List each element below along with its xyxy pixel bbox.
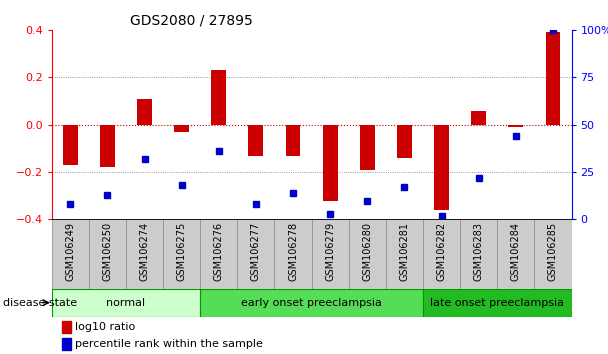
Text: GDS2080 / 27895: GDS2080 / 27895 — [130, 13, 252, 28]
FancyBboxPatch shape — [460, 219, 497, 289]
FancyBboxPatch shape — [89, 219, 126, 289]
Text: GSM106249: GSM106249 — [65, 222, 75, 281]
FancyBboxPatch shape — [423, 219, 460, 289]
Bar — [434, 125, 449, 210]
FancyBboxPatch shape — [126, 219, 163, 289]
FancyBboxPatch shape — [237, 219, 274, 289]
FancyBboxPatch shape — [52, 289, 200, 317]
FancyBboxPatch shape — [386, 219, 423, 289]
Text: GSM106280: GSM106280 — [362, 222, 372, 281]
Bar — [62, 321, 71, 333]
FancyBboxPatch shape — [200, 289, 423, 317]
Text: GSM106282: GSM106282 — [437, 222, 446, 281]
FancyBboxPatch shape — [423, 289, 572, 317]
Text: GSM106281: GSM106281 — [399, 222, 409, 281]
Bar — [471, 110, 486, 125]
Bar — [323, 125, 337, 200]
FancyBboxPatch shape — [534, 219, 572, 289]
Text: GSM106283: GSM106283 — [474, 222, 484, 281]
FancyBboxPatch shape — [497, 219, 534, 289]
FancyBboxPatch shape — [163, 219, 200, 289]
Bar — [174, 125, 189, 132]
Bar — [397, 125, 412, 158]
Bar — [100, 125, 115, 167]
Text: disease state: disease state — [3, 298, 77, 308]
Text: GSM106250: GSM106250 — [102, 222, 112, 281]
Bar — [286, 125, 300, 155]
Text: GSM106284: GSM106284 — [511, 222, 521, 281]
Text: late onset preeclampsia: late onset preeclampsia — [430, 298, 564, 308]
FancyBboxPatch shape — [311, 219, 349, 289]
Text: GSM106278: GSM106278 — [288, 222, 298, 281]
FancyBboxPatch shape — [52, 219, 89, 289]
Bar — [62, 338, 71, 349]
Text: GSM106276: GSM106276 — [214, 222, 224, 281]
Bar — [360, 125, 375, 170]
Bar — [137, 99, 152, 125]
Bar — [63, 125, 78, 165]
Text: percentile rank within the sample: percentile rank within the sample — [75, 339, 263, 349]
FancyBboxPatch shape — [200, 219, 237, 289]
Bar — [508, 125, 523, 127]
FancyBboxPatch shape — [349, 219, 386, 289]
Text: GSM106279: GSM106279 — [325, 222, 335, 281]
Bar — [545, 33, 561, 125]
Text: early onset preeclampsia: early onset preeclampsia — [241, 298, 382, 308]
Text: log10 ratio: log10 ratio — [75, 322, 136, 332]
FancyBboxPatch shape — [274, 219, 311, 289]
Text: GSM106275: GSM106275 — [177, 222, 187, 281]
Bar — [212, 70, 226, 125]
Text: GSM106274: GSM106274 — [139, 222, 150, 281]
Text: normal: normal — [106, 298, 145, 308]
Text: GSM106277: GSM106277 — [251, 222, 261, 281]
Bar — [249, 125, 263, 155]
Text: GSM106285: GSM106285 — [548, 222, 558, 281]
